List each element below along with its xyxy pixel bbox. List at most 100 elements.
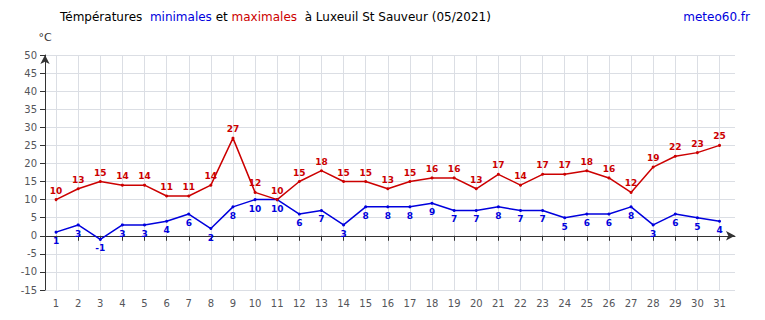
- svg-text:16: 16: [426, 164, 439, 174]
- svg-text:20: 20: [24, 158, 37, 169]
- svg-text:et: et: [212, 10, 232, 24]
- svg-text:8: 8: [385, 211, 391, 221]
- svg-text:27: 27: [625, 298, 638, 309]
- svg-text:15: 15: [337, 168, 350, 178]
- svg-text:18: 18: [315, 157, 328, 167]
- svg-text:4: 4: [164, 225, 170, 235]
- svg-text:6: 6: [186, 218, 192, 228]
- svg-text:10: 10: [24, 194, 37, 205]
- svg-text:5: 5: [31, 212, 37, 223]
- svg-text:6: 6: [672, 218, 678, 228]
- svg-text:10: 10: [249, 298, 262, 309]
- svg-text:22: 22: [514, 298, 527, 309]
- svg-text:meteo60.fr: meteo60.fr: [683, 10, 750, 24]
- svg-text:17: 17: [492, 160, 505, 170]
- svg-text:4: 4: [716, 225, 722, 235]
- svg-text:24: 24: [558, 298, 571, 309]
- svg-text:14: 14: [205, 171, 218, 181]
- svg-text:29: 29: [669, 298, 682, 309]
- svg-text:20: 20: [470, 298, 483, 309]
- svg-text:16: 16: [448, 164, 461, 174]
- svg-text:13: 13: [72, 175, 85, 185]
- svg-text:17: 17: [536, 160, 549, 170]
- svg-text:4: 4: [119, 298, 125, 309]
- svg-text:2: 2: [75, 298, 81, 309]
- svg-text:15: 15: [293, 168, 306, 178]
- svg-text:12: 12: [293, 298, 306, 309]
- svg-text:30: 30: [691, 298, 704, 309]
- svg-text:12: 12: [625, 178, 638, 188]
- svg-text:3: 3: [97, 298, 103, 309]
- svg-text:11: 11: [160, 182, 173, 192]
- svg-text:-1: -1: [95, 243, 105, 253]
- svg-text:10: 10: [271, 204, 284, 214]
- svg-text:27: 27: [227, 124, 240, 134]
- svg-text:12: 12: [249, 178, 262, 188]
- svg-text:6: 6: [606, 218, 612, 228]
- svg-text:7: 7: [473, 214, 479, 224]
- svg-text:7: 7: [318, 214, 324, 224]
- svg-text:19: 19: [448, 298, 461, 309]
- svg-text:13: 13: [382, 175, 395, 185]
- svg-text:50: 50: [24, 50, 37, 61]
- svg-text:14: 14: [138, 171, 151, 181]
- svg-text:23: 23: [691, 139, 704, 149]
- svg-text:maximales: maximales: [232, 10, 298, 24]
- svg-text:7: 7: [517, 214, 523, 224]
- svg-text:25: 25: [580, 298, 593, 309]
- svg-text:28: 28: [647, 298, 660, 309]
- svg-text:1: 1: [53, 298, 59, 309]
- svg-text:minimales: minimales: [150, 10, 212, 24]
- svg-text:8: 8: [628, 211, 634, 221]
- svg-text:5: 5: [141, 298, 147, 309]
- svg-text:2: 2: [208, 233, 214, 243]
- svg-text:3: 3: [119, 229, 125, 239]
- svg-text:10: 10: [271, 186, 284, 196]
- svg-text:3: 3: [75, 229, 81, 239]
- svg-text:°C: °C: [38, 31, 52, 44]
- svg-text:10: 10: [50, 186, 63, 196]
- svg-text:3: 3: [340, 229, 346, 239]
- svg-text:5: 5: [694, 222, 700, 232]
- svg-text:31: 31: [713, 298, 726, 309]
- svg-text:13: 13: [315, 298, 328, 309]
- svg-text:15: 15: [359, 298, 372, 309]
- svg-text:1: 1: [53, 236, 59, 246]
- svg-text:14: 14: [514, 171, 527, 181]
- svg-text:30: 30: [24, 122, 37, 133]
- svg-text:8: 8: [208, 298, 214, 309]
- svg-text:9: 9: [230, 298, 236, 309]
- svg-text:17: 17: [558, 160, 571, 170]
- svg-text:16: 16: [381, 298, 394, 309]
- svg-text:18: 18: [426, 298, 439, 309]
- svg-text:13: 13: [470, 175, 483, 185]
- svg-text:Témpératures: Témpératures: [59, 10, 150, 24]
- svg-text:22: 22: [669, 142, 682, 152]
- svg-text:35: 35: [24, 104, 37, 115]
- svg-text:23: 23: [536, 298, 549, 309]
- svg-text:6: 6: [584, 218, 590, 228]
- svg-text:21: 21: [492, 298, 505, 309]
- svg-text:26: 26: [603, 298, 616, 309]
- svg-text:-5: -5: [27, 248, 37, 259]
- svg-text:6: 6: [296, 218, 302, 228]
- svg-text:18: 18: [581, 157, 594, 167]
- svg-text:3: 3: [141, 229, 147, 239]
- svg-text:-10: -10: [21, 266, 37, 277]
- svg-text:à Luxeuil St Sauveur (05/2021): à Luxeuil St Sauveur (05/2021): [297, 10, 491, 24]
- svg-text:11: 11: [182, 182, 195, 192]
- svg-text:25: 25: [24, 140, 37, 151]
- svg-text:10: 10: [249, 204, 262, 214]
- svg-text:7: 7: [451, 214, 457, 224]
- svg-text:25: 25: [713, 131, 726, 141]
- svg-text:15: 15: [404, 168, 417, 178]
- svg-text:11: 11: [271, 298, 284, 309]
- svg-text:6: 6: [163, 298, 169, 309]
- svg-text:5: 5: [562, 222, 568, 232]
- svg-text:8: 8: [407, 211, 413, 221]
- svg-text:-15: -15: [21, 285, 37, 296]
- svg-text:19: 19: [647, 153, 660, 163]
- svg-text:40: 40: [24, 86, 37, 97]
- svg-text:15: 15: [94, 168, 107, 178]
- svg-text:3: 3: [650, 229, 656, 239]
